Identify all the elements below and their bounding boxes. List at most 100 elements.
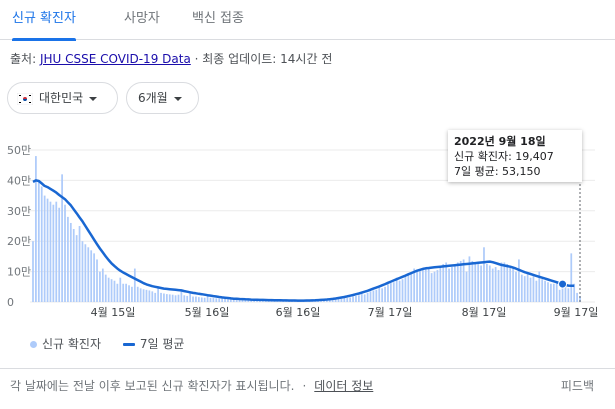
daily-cases-bar	[349, 297, 352, 302]
daily-cases-bar	[497, 270, 500, 302]
daily-cases-bar	[87, 247, 90, 302]
y-tick-label: 20만	[7, 235, 31, 248]
daily-cases-bar	[232, 299, 235, 302]
x-tick-label: 7월 17일	[368, 305, 413, 319]
daily-cases-bar	[136, 286, 139, 302]
daily-cases-bar	[69, 222, 72, 302]
daily-cases-bar	[125, 283, 127, 302]
source-link[interactable]: JHU CSSE COVID-19 Data	[39, 52, 191, 66]
daily-cases-bar	[206, 295, 209, 302]
daily-cases-bar	[337, 298, 340, 302]
y-tick-label: 10만	[7, 266, 31, 279]
y-tick-label: 40만	[7, 174, 31, 187]
x-tick-label: 6월 16일	[276, 305, 321, 319]
daily-cases-bar	[343, 297, 346, 302]
daily-cases-bar	[451, 267, 453, 302]
daily-cases-bar	[529, 277, 532, 302]
daily-cases-bar	[515, 271, 517, 302]
daily-cases-bar	[200, 297, 203, 302]
legend-label-cases: 신규 확진자	[42, 337, 102, 351]
x-tick-label: 4월 15일	[91, 305, 136, 319]
daily-cases-bar	[261, 300, 264, 302]
tab-new-cases[interactable]: 신규 확진자	[12, 0, 76, 41]
period-dropdown[interactable]: 6개월	[126, 82, 199, 114]
daily-cases-bar	[323, 300, 325, 302]
daily-cases-bar	[459, 260, 462, 302]
daily-cases-bar	[381, 288, 384, 302]
x-tick-label: 5월 16일	[185, 305, 230, 319]
daily-cases-bar	[465, 271, 468, 302]
daily-cases-bar	[503, 262, 506, 302]
x-tick-label: 8월 17일	[462, 305, 507, 319]
legend-line-icon	[122, 343, 135, 346]
daily-cases-bar	[512, 268, 514, 302]
daily-cases-bar	[398, 280, 401, 302]
region-label: 대한민국	[39, 91, 84, 105]
source-prefix: 출처:	[10, 52, 40, 66]
x-axis-ticks: 4월 15일 5월 16일 6월 16일 7월 17일 8월 17일 9월 17일	[91, 305, 599, 319]
tab-deaths[interactable]: 사망자	[124, 11, 160, 26]
daily-cases-bar	[128, 285, 130, 302]
daily-cases-bar	[334, 299, 337, 302]
chevron-down-icon	[173, 96, 182, 101]
daily-cases-bar	[404, 276, 407, 302]
seven-day-average-line	[32, 179, 575, 302]
tooltip-date: 2022년 9월 18일	[454, 135, 546, 148]
daily-cases-bar	[573, 283, 576, 302]
cases-chart[interactable]: 0 10만 20만 30만 40만 50만 4월 15일 5월 16일 6월 16일 7월 17…	[0, 130, 615, 330]
daily-cases-bar	[445, 262, 448, 302]
daily-cases-bar	[209, 297, 212, 302]
daily-cases-bar	[177, 294, 180, 302]
daily-cases-bar	[579, 296, 581, 302]
daily-cases-bar	[576, 292, 578, 302]
source-line: 출처: JHU CSSE COVID-19 Data · 최종 업데이트: 14…	[10, 50, 332, 67]
feedback-link[interactable]: 피드백	[560, 379, 594, 393]
daily-cases-bar	[61, 174, 63, 302]
region-dropdown[interactable]: 대한민국	[7, 82, 118, 114]
daily-cases-bar	[509, 265, 512, 302]
daily-cases-bar	[488, 265, 491, 302]
daily-cases-bar	[550, 283, 552, 302]
daily-cases-bar	[346, 298, 349, 302]
daily-cases-bar	[526, 273, 529, 302]
daily-cases-bar	[183, 295, 186, 302]
daily-cases-bar	[486, 264, 488, 302]
daily-cases-bar	[456, 262, 459, 302]
daily-cases-bar	[110, 279, 113, 302]
daily-cases-bar	[372, 290, 375, 302]
daily-cases-bar	[78, 226, 81, 302]
daily-cases-bar	[392, 282, 395, 302]
daily-cases-bar	[165, 294, 168, 302]
legend-dot-icon	[30, 341, 37, 348]
daily-cases-bar	[407, 274, 410, 302]
y-axis-ticks: 0 10만 20만 30만 40만 50만	[7, 144, 31, 309]
daily-cases-bar	[352, 296, 354, 302]
daily-cases-bar	[552, 283, 555, 302]
daily-cases-bar	[40, 186, 43, 302]
daily-cases-bar	[448, 268, 450, 302]
y-tick-label: 30만	[7, 205, 31, 218]
tooltip-average: 7일 평균: 53,150	[454, 165, 541, 178]
tab-vaccinations[interactable]: 백신 접종	[192, 11, 244, 26]
daily-cases-bar	[424, 268, 427, 302]
daily-cases-bar	[212, 298, 215, 302]
data-info-link[interactable]: 데이터 정보	[314, 379, 374, 393]
y-tick-label: 0	[7, 296, 14, 309]
tab-bar: 신규 확진자 사망자 백신 접종	[0, 0, 615, 41]
legend-item-cases: 신규 확진자	[30, 335, 101, 352]
daily-cases-bar	[171, 294, 174, 302]
daily-cases-bar	[390, 283, 392, 302]
daily-cases-bar	[328, 299, 331, 302]
footer-text: 각 날짜에는 전날 이후 보고된 신규 확진자가 표시됩니다.	[10, 379, 295, 393]
daily-cases-bar	[500, 262, 503, 302]
daily-cases-bar	[427, 267, 430, 302]
daily-cases-bar	[131, 286, 133, 302]
daily-cases-bar	[72, 229, 75, 302]
daily-cases-bar	[523, 276, 526, 302]
daily-cases-bar	[480, 265, 482, 302]
footer-note: 각 날짜에는 전날 이후 보고된 신규 확진자가 표시됩니다. · 데이터 정보	[10, 377, 373, 394]
daily-cases-bar	[518, 259, 520, 302]
daily-cases-bar	[186, 295, 189, 302]
daily-cases-bar	[52, 204, 55, 302]
legend-item-average: 7일 평균	[122, 335, 184, 352]
